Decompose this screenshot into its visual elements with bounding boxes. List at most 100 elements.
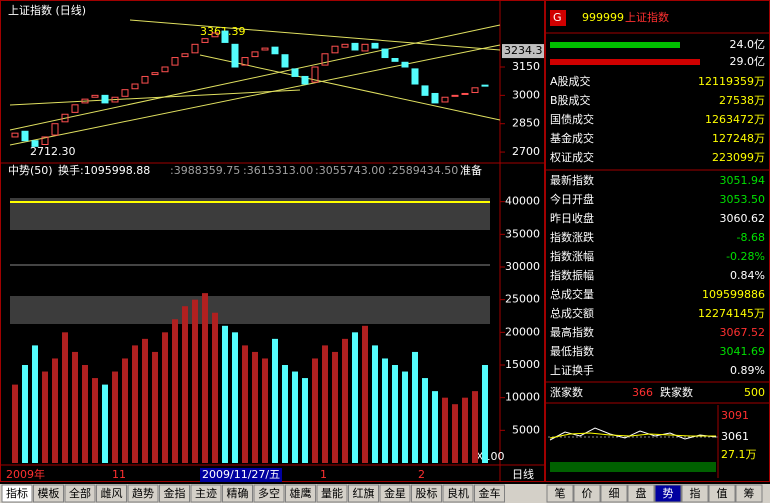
- tab[interactable]: [654, 484, 682, 503]
- tab[interactable]: [285, 484, 316, 503]
- tab[interactable]: [627, 484, 655, 503]
- tab[interactable]: [33, 484, 64, 503]
- tab-label[interactable]: 雄鹰: [290, 486, 312, 500]
- candle: [261, 47, 269, 51]
- tab[interactable]: [681, 484, 709, 503]
- tab-label[interactable]: 雌风: [101, 486, 123, 500]
- tab-label[interactable]: 指标: [6, 486, 28, 500]
- y-tick-label: 3150: [512, 60, 540, 73]
- tab[interactable]: [159, 484, 190, 503]
- tab-label[interactable]: 精确: [227, 487, 249, 500]
- tab-label[interactable]: 主迹: [195, 487, 217, 500]
- tab[interactable]: [253, 484, 285, 503]
- volume-bar: [352, 332, 358, 463]
- row-label: 总成交额: [550, 306, 594, 320]
- tab[interactable]: [442, 484, 474, 503]
- y-tick-label: 25000: [505, 293, 540, 306]
- tab[interactable]: [411, 484, 442, 503]
- tab-label[interactable]: 金指: [164, 486, 186, 500]
- y-tick-label: 10000: [505, 391, 540, 404]
- candle: [391, 57, 399, 62]
- tab[interactable]: [96, 484, 127, 503]
- volume-bar: [242, 345, 248, 463]
- candle: [311, 66, 319, 83]
- tab[interactable]: [316, 484, 348, 503]
- tab-label[interactable]: 筹: [744, 486, 755, 500]
- tab[interactable]: [600, 484, 628, 503]
- candle: [221, 30, 229, 43]
- tab-label[interactable]: 指: [690, 486, 701, 500]
- date-label: 2: [418, 468, 425, 481]
- volume-bar: [252, 351, 258, 463]
- tab[interactable]: [474, 484, 505, 503]
- y-tick-label: 5000: [512, 423, 540, 436]
- tab[interactable]: [1, 484, 33, 503]
- tab[interactable]: [348, 484, 379, 503]
- volume-bar: [472, 391, 478, 463]
- row-value: 27538万: [719, 94, 765, 107]
- tab[interactable]: [735, 484, 763, 503]
- tab-label[interactable]: 金车: [479, 486, 501, 500]
- row-label: 最新指数: [550, 173, 594, 187]
- tab-label[interactable]: 红旗: [353, 486, 375, 500]
- tab-label[interactable]: 量能: [321, 486, 343, 500]
- tab-label[interactable]: 多空: [258, 486, 280, 500]
- volume-bar: [212, 312, 218, 463]
- volume-bar: [202, 293, 208, 463]
- scale: X100: [476, 450, 505, 463]
- row-value: -8.68: [737, 231, 765, 244]
- row-value: 3053.50: [720, 193, 766, 206]
- tab-label[interactable]: 金星: [384, 486, 406, 500]
- candle: [201, 38, 209, 43]
- tab-label[interactable]: 势: [663, 487, 674, 500]
- tab-label[interactable]: 价: [582, 487, 593, 500]
- row-label: 基金成交: [550, 131, 594, 145]
- row-value: -0.28%: [726, 250, 765, 263]
- volume-bar: [342, 338, 348, 463]
- tab-label[interactable]: 全部: [69, 486, 91, 500]
- tab-label[interactable]: 值: [717, 487, 728, 500]
- candle: [91, 94, 99, 98]
- volume-bar: [192, 299, 198, 463]
- date-label: 1: [320, 468, 327, 481]
- volume-bar: [442, 397, 448, 463]
- tab[interactable]: [127, 484, 159, 503]
- tab-label[interactable]: 股标: [416, 486, 438, 500]
- tab[interactable]: [573, 484, 601, 503]
- tab-label[interactable]: 盘: [636, 486, 647, 500]
- volume-bar: [452, 404, 458, 463]
- row-value: 109599886: [702, 288, 765, 301]
- candle: [421, 85, 429, 96]
- row-label: 最低指数: [550, 344, 594, 358]
- level: :3615313.00: [243, 164, 313, 177]
- volume-bar: [362, 325, 368, 463]
- tab-label[interactable]: 细: [609, 487, 620, 500]
- buy-bar: [550, 42, 680, 48]
- tab[interactable]: [708, 484, 736, 503]
- tab[interactable]: [546, 484, 574, 503]
- level: :3988359.75: [170, 164, 240, 177]
- tab-label[interactable]: 模板: [38, 486, 60, 500]
- tab[interactable]: [190, 484, 222, 503]
- indicator-header: 中势(50): [8, 164, 53, 177]
- volume-bar: [172, 319, 178, 463]
- candle: [301, 75, 309, 85]
- volume-bar: [332, 351, 338, 463]
- volume-bar: [222, 325, 228, 463]
- tab-label[interactable]: 笔: [555, 486, 566, 500]
- candle: [341, 43, 349, 48]
- candle: [241, 57, 249, 66]
- candle: [31, 140, 39, 147]
- tab[interactable]: [64, 484, 96, 503]
- volume-bar: [282, 365, 288, 463]
- date-label: 2009年: [6, 467, 45, 481]
- tab[interactable]: [379, 484, 411, 503]
- tab-label[interactable]: 良机: [447, 486, 469, 500]
- cursor-box: [200, 468, 282, 482]
- tab-label[interactable]: 趋势: [132, 487, 154, 500]
- tab[interactable]: [222, 484, 253, 503]
- status: 准备: [460, 163, 482, 177]
- candle: [61, 113, 69, 123]
- flag: G: [553, 11, 562, 24]
